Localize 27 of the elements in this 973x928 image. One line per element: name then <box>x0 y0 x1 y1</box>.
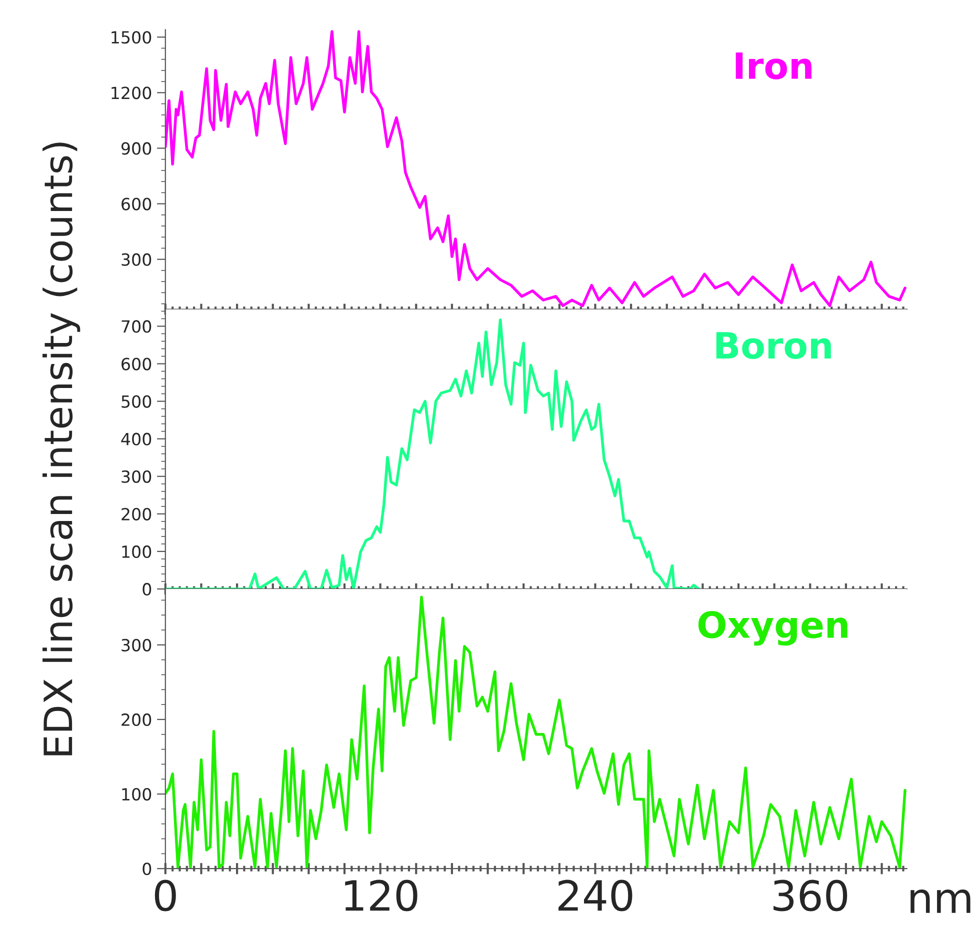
y-tick-label: 600 <box>122 358 152 370</box>
y-tick-label: 0 <box>142 862 152 876</box>
y-tick-label: 300 <box>122 253 152 266</box>
text: Iron <box>736 52 812 80</box>
y-tick-label: 200 <box>122 713 152 726</box>
x-tick-label: 360 <box>774 880 848 912</box>
line-series <box>165 30 906 308</box>
y-tick-label: 100 <box>122 788 152 801</box>
y-tick-label: 300 <box>122 470 152 483</box>
x-axis-title: nm <box>910 890 970 913</box>
y-tick-label: 400 <box>121 432 152 446</box>
x-tick-label: 240 <box>558 880 632 912</box>
text: Oxygen <box>698 611 848 646</box>
y-tick-label: 500 <box>122 395 152 408</box>
y-tick-label: 700 <box>122 320 152 333</box>
y-axis-title: EDX line scan intensity (counts) <box>42 142 80 756</box>
x-tick-label: 120 <box>345 880 418 912</box>
y-tick-label: 1500 <box>112 31 152 44</box>
y-tick-label: 0 <box>142 582 152 596</box>
y-tick-label: 900 <box>121 142 152 155</box>
y-tick-label: 200 <box>122 508 152 520</box>
y-tick-label: 100 <box>122 545 152 558</box>
line-series <box>165 318 700 589</box>
y-tick-label: 600 <box>122 198 152 210</box>
text: Boron <box>716 332 831 359</box>
y-tick-label: 300 <box>122 638 152 652</box>
y-tick-label: 1200 <box>112 86 152 100</box>
